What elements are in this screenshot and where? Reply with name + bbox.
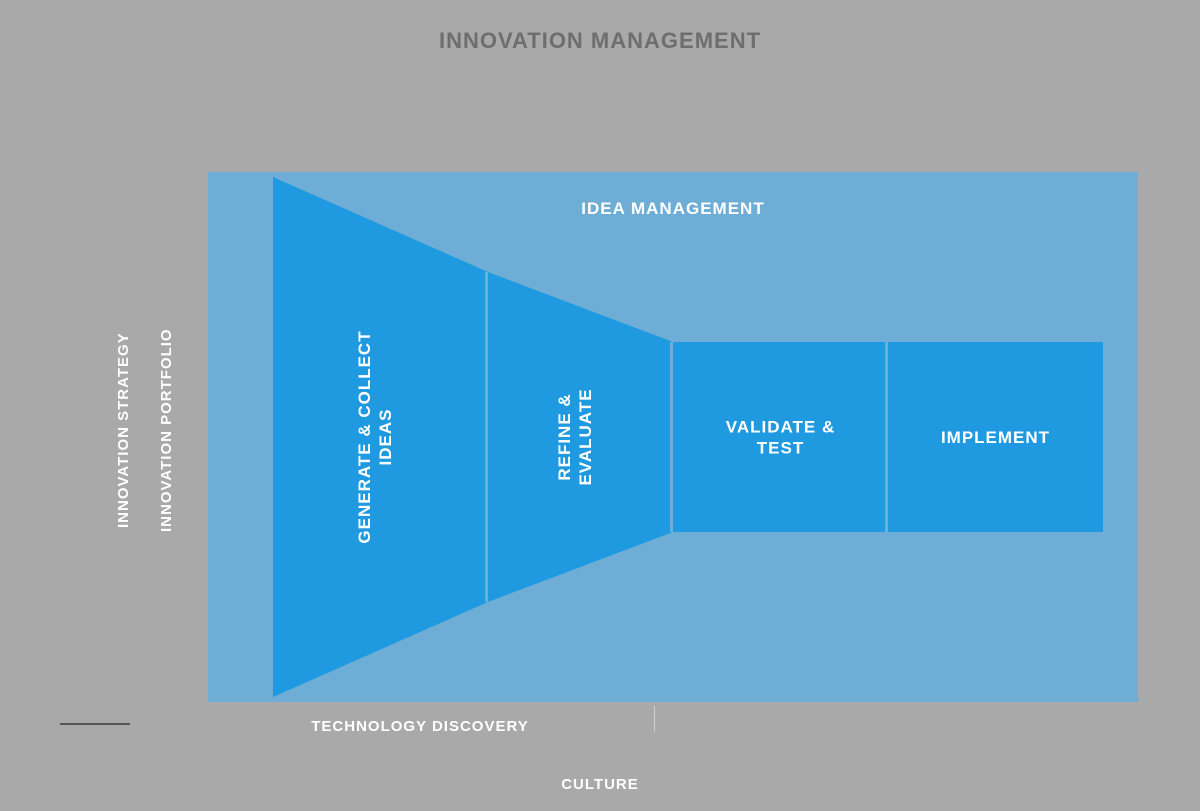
funnel-segment: [673, 342, 888, 532]
page-title: INNOVATION MANAGEMENT: [0, 28, 1200, 54]
box-header: IDEA MANAGEMENT: [581, 199, 764, 218]
bottom-label-tech: TECHNOLOGY DISCOVERY: [260, 718, 580, 735]
bottom-label-culture: CULTURE: [0, 776, 1200, 793]
left-dash: [60, 723, 130, 725]
diagram-canvas: INNOVATION MANAGEMENT discover and creat…: [0, 0, 1200, 811]
idea-management-box: IDEA MANAGEMENT GENERATE & COLLECTIDEASR…: [208, 172, 1138, 702]
left-label-strategy: INNOVATION STRATEGY: [115, 280, 132, 580]
top-label-left: discover and create: [340, 100, 600, 117]
bottom-separator: [654, 706, 655, 732]
page-title-text: INNOVATION MANAGEMENT: [439, 28, 761, 53]
top-label-right: execute: [780, 100, 980, 117]
funnel-segment-label: IMPLEMENT: [941, 428, 1050, 447]
left-label-portfolio: INNOVATION PORTFOLIO: [158, 280, 175, 580]
